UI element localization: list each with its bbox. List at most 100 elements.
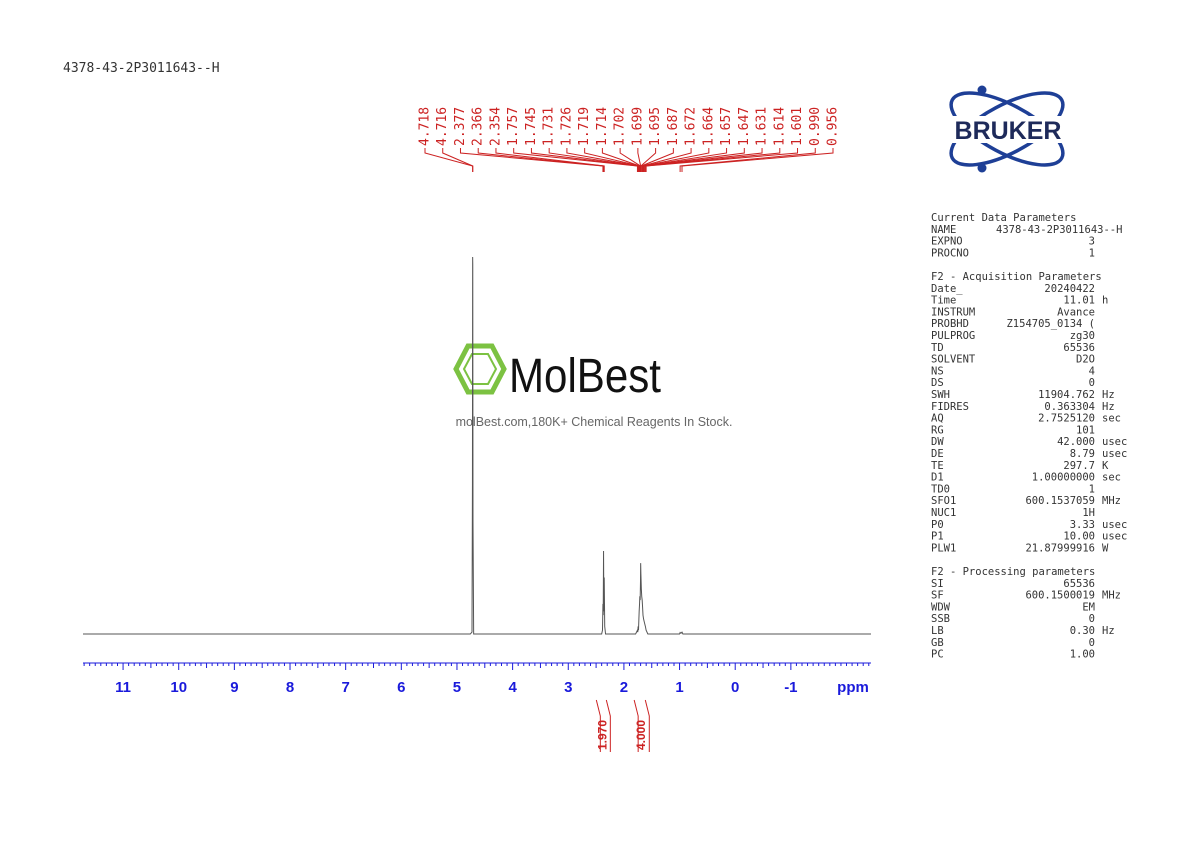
peak-connector <box>530 148 639 172</box>
peak-label: 1.731 <box>542 107 557 146</box>
param-value: 21.87999916 <box>1025 542 1095 554</box>
integral-label: 4.000 <box>634 720 648 750</box>
x-tick-label: 8 <box>286 679 294 696</box>
param-value: 101 <box>1076 424 1095 436</box>
param-unit: sec <box>1102 413 1121 425</box>
x-tick-label: 7 <box>341 679 349 696</box>
x-tick-label: 1 <box>675 679 683 696</box>
param-value: 1.00 <box>1070 649 1095 661</box>
logo-text: BRUKER <box>955 117 1062 145</box>
peak-connector <box>548 148 640 172</box>
param-value: 3 <box>1089 236 1095 248</box>
param-key: LB <box>931 625 944 637</box>
watermark-icon <box>453 343 507 395</box>
peak-label: 1.657 <box>719 107 734 146</box>
peak-label: 1.672 <box>684 107 699 146</box>
watermark-brand: MolBest <box>509 350 661 403</box>
x-tick-label: 4 <box>508 679 517 696</box>
peak-label: 4.716 <box>435 107 450 146</box>
peak-connector <box>645 148 799 172</box>
logo-orbit <box>949 91 1065 167</box>
param-unit: usec <box>1102 519 1127 531</box>
peak-label: 1.702 <box>613 107 628 146</box>
integral-label: 1.970 <box>595 720 609 750</box>
x-tick-label: 3 <box>564 679 572 696</box>
param-unit: Hz <box>1102 389 1115 401</box>
param-value: 11.01 <box>1063 295 1095 307</box>
param-key: SF <box>931 590 944 602</box>
logo-dot <box>977 85 987 95</box>
x-tick-label: 11 <box>115 679 131 696</box>
peak-connector <box>681 148 834 172</box>
peak-label: 1.601 <box>790 107 805 146</box>
param-value: 20240422 <box>1044 283 1095 295</box>
watermark: MolBest molBest.com,180K+ Chemical Reage… <box>453 343 733 429</box>
param-value: 0.363304 <box>1044 401 1095 413</box>
peak-label: 1.726 <box>559 107 574 146</box>
param-unit: W <box>1102 542 1109 554</box>
integral-bracket <box>633 699 650 752</box>
param-value: 1 <box>1089 247 1095 259</box>
param-key: TD <box>931 342 944 354</box>
x-axis-label: ppm <box>837 679 869 696</box>
integral-bracket <box>595 699 611 752</box>
param-key: TE <box>931 460 944 472</box>
param-key: GB <box>931 637 944 649</box>
param-unit: MHz <box>1102 495 1121 507</box>
param-unit: h <box>1102 295 1108 307</box>
param-key: PROBHD <box>931 318 969 330</box>
watermark-tagline: molBest.com,180K+ Chemical Reagents In S… <box>456 415 733 429</box>
param-value: 10.00 <box>1063 531 1095 543</box>
section-title: F2 - Acquisition Parameters <box>931 271 1102 283</box>
param-key: AQ <box>931 413 944 425</box>
param-key: SOLVENT <box>931 354 976 366</box>
param-value: 0.30 <box>1070 625 1095 637</box>
peak-label: 0.956 <box>826 107 841 146</box>
param-key: DW <box>931 436 944 448</box>
peak-label: 1.757 <box>506 107 521 146</box>
param-value: 297.7 <box>1063 460 1095 472</box>
param-value: 3.33 <box>1070 519 1095 531</box>
param-key: SFO1 <box>931 495 956 507</box>
peak-label: 1.745 <box>524 107 539 146</box>
section-title: Current Data Parameters <box>931 212 1076 224</box>
peak-label: 0.990 <box>808 107 823 146</box>
x-tick-label: 9 <box>230 679 238 696</box>
peak-connector <box>643 148 763 172</box>
param-value: Avance <box>1057 306 1095 318</box>
param-key: SWH <box>931 389 950 401</box>
param-unit: usec <box>1102 436 1127 448</box>
peak-connector <box>442 148 474 172</box>
param-value: 600.1500019 <box>1025 590 1095 602</box>
param-key: TD0 <box>931 483 950 495</box>
param-unit: usec <box>1102 448 1127 460</box>
peak-label: 1.719 <box>577 107 592 146</box>
param-value: 1H <box>1082 507 1095 519</box>
peak-connector <box>513 148 638 172</box>
param-unit: Hz <box>1102 625 1115 637</box>
logo-dot <box>977 163 987 173</box>
peak-label: 1.631 <box>755 107 770 146</box>
peak-label: 2.366 <box>471 107 486 146</box>
peak-connector <box>679 148 816 172</box>
logo-orbit <box>949 91 1065 167</box>
param-value: 0 <box>1089 377 1095 389</box>
param-value: 11904.762 <box>1038 389 1095 401</box>
param-key: NS <box>931 365 944 377</box>
param-value: D2O <box>1076 354 1095 366</box>
bruker-logo: BRUKER <box>924 85 1092 173</box>
peak-label: 2.354 <box>488 107 503 146</box>
param-key: NAME <box>931 224 956 236</box>
peak-label: 1.647 <box>737 107 752 146</box>
param-value: 65536 <box>1063 342 1095 354</box>
param-value: 1 <box>1089 483 1095 495</box>
param-value: 2.7525120 <box>1038 413 1095 425</box>
section-title: F2 - Processing parameters <box>931 566 1095 578</box>
param-value: Z154705_0134 ( <box>1006 318 1095 330</box>
param-unit: K <box>1102 460 1109 472</box>
param-unit: sec <box>1102 472 1121 484</box>
